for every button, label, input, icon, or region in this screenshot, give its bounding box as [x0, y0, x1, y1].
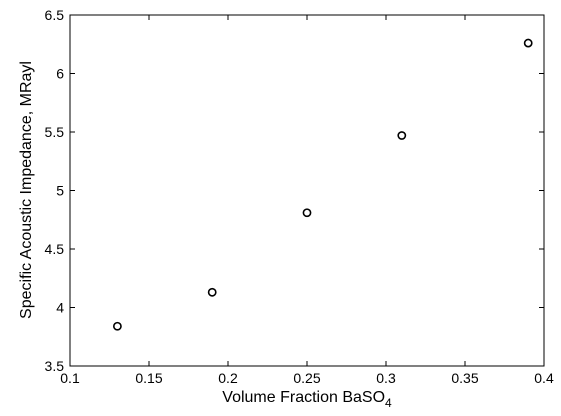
- x-tick-label: 0.3: [376, 370, 396, 386]
- x-tick-label: 0.2: [218, 370, 238, 386]
- y-axis-ticks: 3.5 4 4.5 5 5.5 6 6.5: [45, 7, 544, 374]
- x-axis-label-main: Volume Fraction BaSO: [222, 389, 385, 406]
- y-tick-label: 6: [56, 66, 64, 82]
- y-tick-label: 4.5: [45, 241, 65, 257]
- data-point: [523, 38, 533, 48]
- x-tick-label: 0.1: [60, 370, 80, 386]
- plot-area: [69, 14, 545, 367]
- x-tick-label: 0.35: [451, 370, 478, 386]
- y-tick-label: 3.5: [45, 358, 65, 374]
- y-tick-label: 4: [56, 300, 64, 316]
- data-point: [113, 321, 122, 331]
- data-points: [113, 38, 533, 331]
- y-axis-label: Specific Acoustic Impedance, MRayl: [18, 61, 35, 319]
- x-tick-label: 0.15: [135, 370, 162, 386]
- data-point: [397, 131, 407, 140]
- x-axis-label: Volume Fraction BaSO4: [222, 389, 392, 410]
- x-axis-ticks: 0.1 0.15 0.2 0.25 0.3 0.35 0.4: [60, 15, 554, 386]
- y-tick-label: 6.5: [45, 7, 65, 23]
- y-tick-label: 5.5: [45, 124, 65, 140]
- data-point: [302, 208, 312, 218]
- x-tick-label: 0.4: [534, 370, 554, 386]
- x-axis-label-subscript: 4: [385, 396, 392, 410]
- x-tick-label: 0.25: [293, 370, 320, 386]
- y-tick-label: 5: [56, 183, 64, 199]
- data-point: [207, 287, 217, 297]
